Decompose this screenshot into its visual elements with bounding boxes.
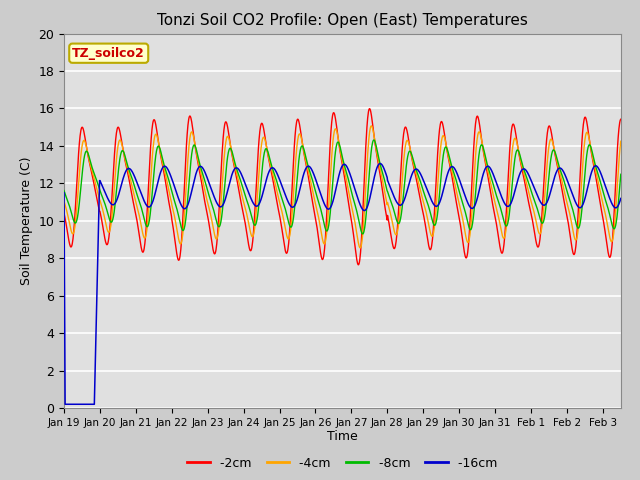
- Title: Tonzi Soil CO2 Profile: Open (East) Temperatures: Tonzi Soil CO2 Profile: Open (East) Temp…: [157, 13, 528, 28]
- Text: TZ_soilco2: TZ_soilco2: [72, 47, 145, 60]
- Legend:  -2cm,  -4cm,  -8cm,  -16cm: -2cm, -4cm, -8cm, -16cm: [182, 452, 502, 475]
- X-axis label: Time: Time: [327, 431, 358, 444]
- Y-axis label: Soil Temperature (C): Soil Temperature (C): [20, 156, 33, 285]
